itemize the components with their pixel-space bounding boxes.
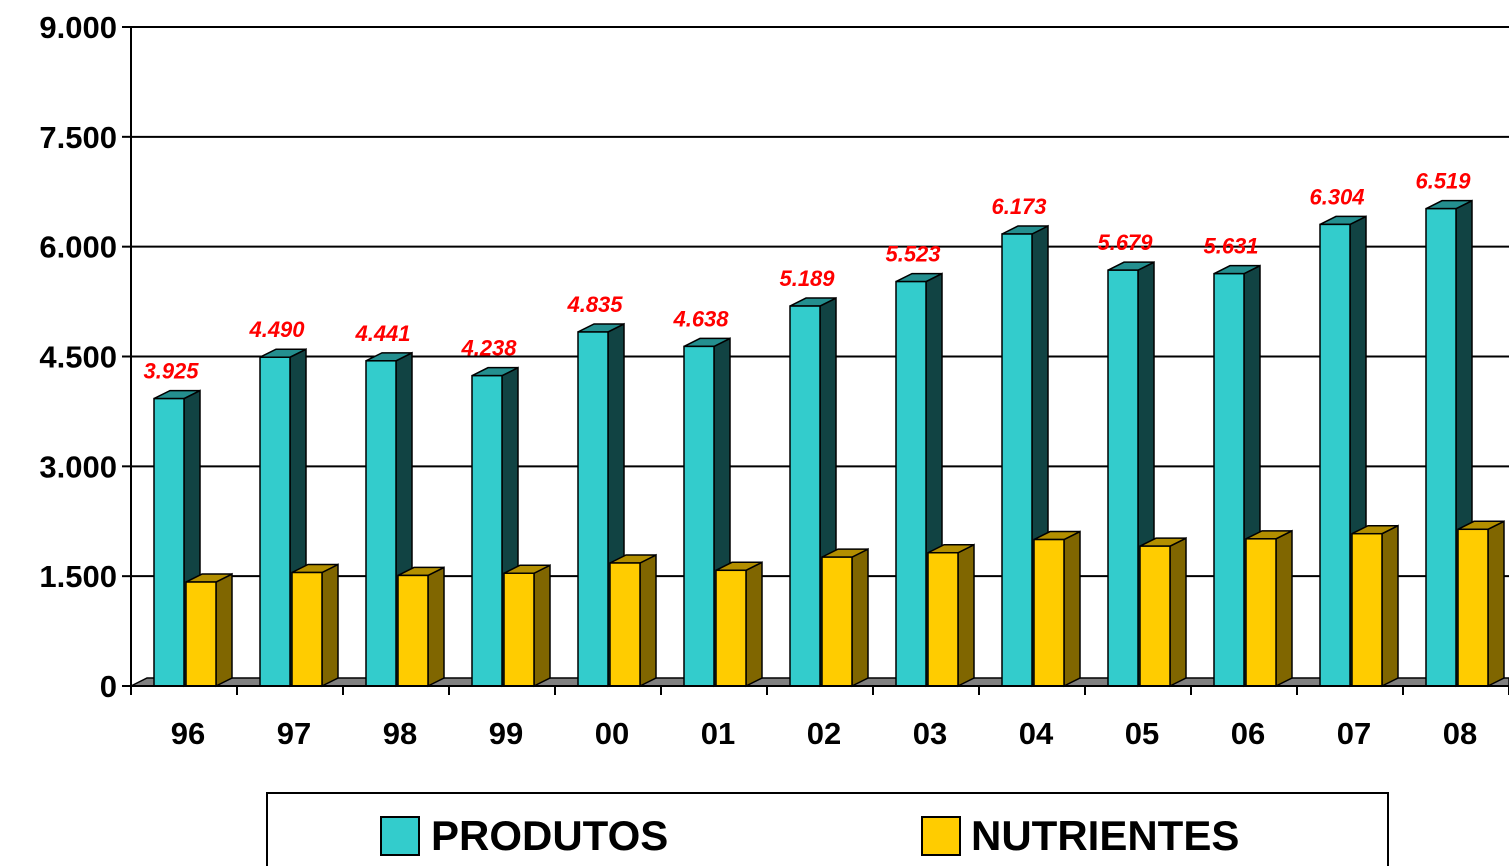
- bar-nutrientes-02: [821, 547, 869, 688]
- bar-side-face: [321, 563, 339, 688]
- data-label-produtos-02: 5.189: [779, 266, 835, 291]
- x-tick-label-98: 98: [383, 716, 417, 751]
- y-tick-label: 3.000: [39, 449, 117, 484]
- bar-side-face: [957, 543, 975, 688]
- bar-nutrientes-01: [715, 561, 763, 688]
- bar-side-face: [1275, 529, 1293, 688]
- x-tick-label-01: 01: [701, 716, 735, 751]
- bar-front-face: [1033, 538, 1065, 687]
- y-tick-label: 0: [100, 669, 117, 704]
- legend-swatch-produtos: [380, 816, 420, 856]
- x-tick-label-03: 03: [913, 716, 947, 751]
- bar-front-face: [1213, 272, 1245, 687]
- bar-front-face: [291, 571, 323, 687]
- bar-produtos-05: [1107, 260, 1155, 688]
- data-label-produtos-05: 5.679: [1097, 230, 1153, 255]
- bar-side-face: [427, 566, 445, 688]
- bar-front-face: [397, 574, 429, 687]
- data-label-produtos-08: 6.519: [1415, 169, 1471, 194]
- bars: [153, 199, 1505, 688]
- bar-nutrientes-04: [1033, 530, 1081, 688]
- bar-nutrientes-06: [1245, 529, 1293, 688]
- bar-front-face: [1457, 528, 1489, 687]
- bar-front-face: [789, 305, 821, 687]
- bar-side-face: [1169, 536, 1187, 688]
- bar-nutrientes-07: [1351, 524, 1399, 688]
- bar-nutrientes-00: [609, 553, 657, 688]
- bar-nutrientes-97: [291, 563, 339, 688]
- data-label-produtos-07: 6.304: [1309, 184, 1364, 209]
- legend-box: [266, 792, 1389, 866]
- bar-front-face: [259, 356, 291, 687]
- y-tick-label: 7.500: [39, 120, 117, 155]
- bar-front-face: [365, 360, 397, 687]
- bar-side-face: [215, 572, 233, 688]
- y-tick-label: 1.500: [39, 559, 117, 594]
- bar-nutrientes-98: [397, 566, 445, 688]
- bar-front-face: [471, 374, 503, 687]
- bar-side-face: [745, 561, 763, 688]
- bar-front-face: [1425, 207, 1457, 687]
- x-tick-label-06: 06: [1231, 716, 1265, 751]
- bar-front-face: [927, 551, 959, 687]
- data-label-produtos-99: 4.238: [460, 336, 517, 361]
- x-tick-label-96: 96: [171, 716, 205, 751]
- axes: 0 1.500 3.000 4.500 6.000 7.500 9.000 96 97 98 99 0…: [39, 10, 1509, 751]
- bar-front-face: [1107, 269, 1139, 687]
- data-label-produtos-97: 4.490: [248, 317, 305, 342]
- bar-side-face: [533, 564, 551, 688]
- bar-side-face: [1381, 524, 1399, 688]
- data-label-produtos-04: 6.173: [991, 194, 1046, 219]
- x-tick-label-00: 00: [595, 716, 629, 751]
- data-label-produtos-06: 5.631: [1203, 234, 1258, 259]
- bar-front-face: [1245, 538, 1277, 687]
- data-label-produtos-03: 5.523: [885, 242, 940, 267]
- bar-side-face: [1063, 530, 1081, 688]
- bar-front-face: [1001, 233, 1033, 687]
- bar-front-face: [577, 331, 609, 687]
- bar-front-face: [503, 572, 535, 687]
- bar-nutrientes-05: [1139, 536, 1187, 688]
- bar-side-face: [851, 547, 869, 688]
- data-label-produtos-96: 3.925: [143, 359, 199, 384]
- bar-front-face: [1139, 545, 1171, 687]
- x-tick-label-05: 05: [1125, 716, 1159, 751]
- bar-front-face: [153, 397, 185, 687]
- bar-nutrientes-03: [927, 543, 975, 688]
- legend-label-produtos: PRODUTOS: [431, 812, 668, 859]
- data-labels: 3.925 4.490 4.441 4.238 4.835 4.638 5.189 5.523…: [143, 169, 1471, 384]
- bar-produtos-01: [683, 337, 731, 688]
- bar-nutrientes-08: [1457, 520, 1505, 688]
- legend: PRODUTOS NUTRIENTES: [266, 792, 1389, 866]
- y-tick-label: 6.000: [39, 230, 117, 265]
- bar-front-face: [1351, 532, 1383, 687]
- x-tick-label-99: 99: [489, 716, 523, 751]
- x-tick-label-97: 97: [277, 716, 311, 751]
- bar-front-face: [821, 556, 853, 687]
- bar-front-face: [683, 345, 715, 687]
- data-label-produtos-01: 4.638: [672, 306, 729, 331]
- data-label-produtos-98: 4.441: [354, 321, 410, 346]
- y-tick-label: 9.000: [39, 10, 117, 45]
- bar-produtos-03: [895, 272, 943, 688]
- data-label-produtos-00: 4.835: [566, 292, 623, 317]
- bar-nutrientes-99: [503, 564, 551, 688]
- bar-nutrientes-96: [185, 572, 233, 688]
- x-tick-label-04: 04: [1019, 716, 1054, 751]
- legend-swatch-nutrientes: [921, 816, 961, 856]
- y-tick-label: 4.500: [39, 340, 117, 375]
- bar-front-face: [609, 562, 641, 687]
- x-tick-label-02: 02: [807, 716, 841, 751]
- bar-front-face: [895, 280, 927, 687]
- bar-front-face: [185, 581, 217, 687]
- x-tick-label-07: 07: [1337, 716, 1371, 751]
- bar-front-face: [715, 569, 747, 687]
- bar-front-face: [1319, 223, 1351, 687]
- legend-label-nutrientes: NUTRIENTES: [971, 812, 1239, 859]
- x-tick-label-08: 08: [1443, 716, 1477, 751]
- bar-side-face: [1487, 520, 1505, 688]
- bar-side-face: [639, 553, 657, 688]
